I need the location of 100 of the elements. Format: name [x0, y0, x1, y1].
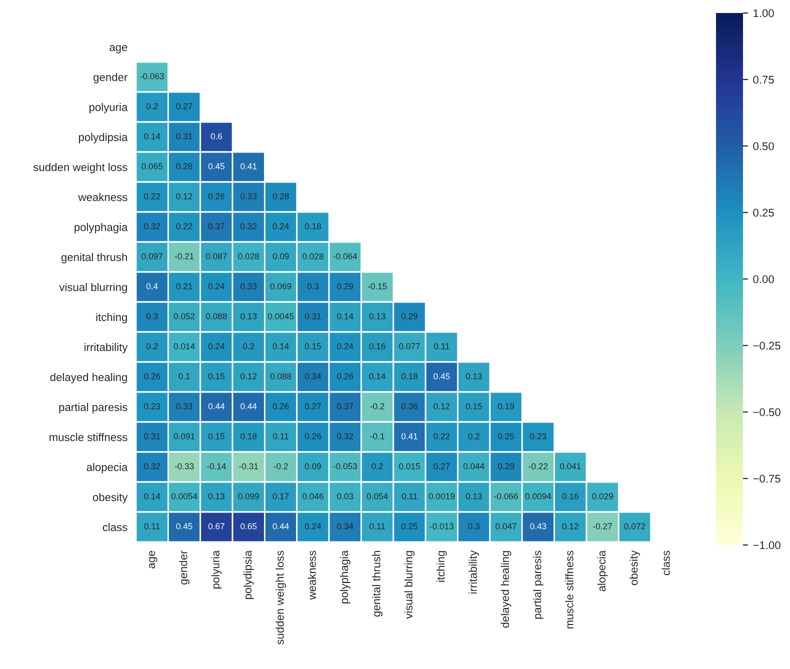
- data-label: 0.3: [307, 283, 319, 290]
- data-label: 0.65: [240, 523, 257, 530]
- data-label: 0.29: [337, 283, 354, 290]
- data-label: 0.097: [142, 253, 162, 260]
- data-label: -0.33: [174, 463, 194, 470]
- data-label: 0.45: [176, 523, 192, 530]
- x-tick-label: muscle stiffness: [565, 550, 574, 628]
- data-label: -0.21: [174, 253, 194, 260]
- data-label: -0.066: [494, 493, 518, 500]
- data-label: 0.24: [304, 523, 322, 530]
- data-label: 0.11: [402, 493, 418, 500]
- data-label: 0.12: [176, 193, 192, 200]
- data-label: 0.44: [272, 523, 289, 530]
- data-label: 0.15: [208, 433, 224, 440]
- x-tick-label: visual blurring: [404, 551, 415, 619]
- data-label: 0.18: [401, 373, 418, 380]
- y-tick-label: genital thrush: [61, 252, 127, 264]
- data-label: 0.37: [337, 403, 354, 410]
- y-tick-label: itching: [96, 312, 127, 324]
- data-label: 0.25: [498, 433, 514, 440]
- y-tick-label: obesity: [92, 492, 128, 504]
- y-tick-label: gender: [94, 72, 128, 84]
- data-label: 0.12: [562, 523, 578, 530]
- data-label: 0.16: [562, 493, 578, 500]
- y-tick-label: sudden weight loss: [33, 162, 128, 174]
- data-label: 0.11: [273, 433, 288, 440]
- data-label: -0.27: [593, 523, 612, 530]
- data-label: 0.13: [466, 493, 482, 500]
- data-label: 0.03: [337, 493, 354, 500]
- data-label: 0.069: [270, 283, 292, 290]
- data-label: 0.044: [463, 463, 484, 470]
- data-label: 0.13: [240, 313, 257, 320]
- data-label: 0.052: [174, 313, 195, 320]
- data-label: 0.32: [144, 463, 160, 470]
- data-label: 0.0054: [171, 493, 198, 500]
- data-label: 0.088: [206, 313, 227, 320]
- data-label: 0.0019: [428, 493, 454, 500]
- data-label: 0.31: [176, 133, 192, 140]
- data-label: 0.36: [401, 403, 418, 410]
- data-label: 0.0045: [268, 313, 294, 320]
- data-label: 0.087: [206, 253, 227, 260]
- color-bar-label: 0.00: [753, 275, 774, 284]
- data-label: 0.046: [302, 493, 324, 500]
- data-label: 0.028: [302, 253, 324, 260]
- data-label: -0.013: [430, 523, 454, 530]
- data-label: 0.37: [208, 223, 224, 230]
- data-label: 0.041: [560, 463, 581, 470]
- data-label: -0.14: [207, 463, 226, 470]
- data-label: 0.15: [466, 403, 482, 410]
- data-label: 0.09: [272, 253, 289, 260]
- x-tick-label: polyphagia: [340, 550, 350, 604]
- data-label: -0.064: [333, 253, 358, 260]
- data-label: 0.43: [530, 523, 546, 530]
- data-label: 0.26: [144, 373, 160, 380]
- data-label: -0.2: [274, 463, 288, 470]
- color-bar-label: 0.25: [753, 208, 774, 217]
- y-tick-label: muscle stiffness: [50, 432, 128, 442]
- data-label: 0.32: [240, 223, 257, 230]
- data-label: 0.13: [466, 373, 482, 380]
- data-label: 0.091: [174, 433, 195, 440]
- data-label: 0.32: [337, 433, 354, 440]
- x-tick-label: obesity: [630, 550, 640, 586]
- data-label: 0.17: [272, 493, 289, 500]
- y-tick-label: age: [110, 45, 128, 54]
- data-label: 0.24: [272, 223, 289, 230]
- data-label: 0.11: [144, 523, 160, 530]
- data-label: 0.2: [468, 433, 480, 440]
- data-label: 0.32: [144, 223, 160, 230]
- data-label: 0.13: [208, 493, 224, 500]
- data-label: 0.18: [240, 433, 257, 440]
- data-label: 0.34: [337, 523, 354, 530]
- data-label: 0.26: [272, 403, 289, 410]
- data-label: 0.065: [142, 163, 163, 170]
- y-tick-label: weakness: [78, 192, 128, 202]
- x-tick-label: weakness: [308, 550, 316, 600]
- data-label: -0.31: [239, 463, 258, 470]
- x-tick-label: polyuria: [211, 550, 222, 589]
- color-bar-label: −1.00: [753, 541, 780, 550]
- data-label: 0.14: [272, 343, 289, 350]
- data-label: 0.33: [240, 283, 257, 290]
- data-label: 0.31: [304, 313, 321, 320]
- data-label: 0.28: [272, 193, 289, 200]
- data-label: 0.3: [468, 523, 480, 530]
- data-label: 0.16: [369, 343, 386, 350]
- data-label: 0.45: [434, 373, 450, 380]
- data-label: 0.22: [176, 223, 192, 230]
- data-label: 0.26: [337, 373, 354, 380]
- color-bar-label: 0.50: [753, 142, 774, 150]
- data-label: 0.054: [366, 493, 388, 500]
- data-label: 0.014: [174, 343, 195, 350]
- data-label: -0.053: [333, 463, 357, 470]
- data-label: 0.2: [146, 103, 158, 110]
- data-label: 0.22: [144, 193, 160, 200]
- data-label: 0.099: [238, 493, 259, 500]
- data-label: 0.33: [240, 193, 257, 200]
- data-label: 0.41: [240, 163, 257, 170]
- y-tick-label: alopecia: [86, 462, 128, 474]
- data-label: -0.063: [140, 73, 164, 80]
- data-label: 0.11: [434, 343, 450, 350]
- data-label: 0.29: [401, 313, 418, 320]
